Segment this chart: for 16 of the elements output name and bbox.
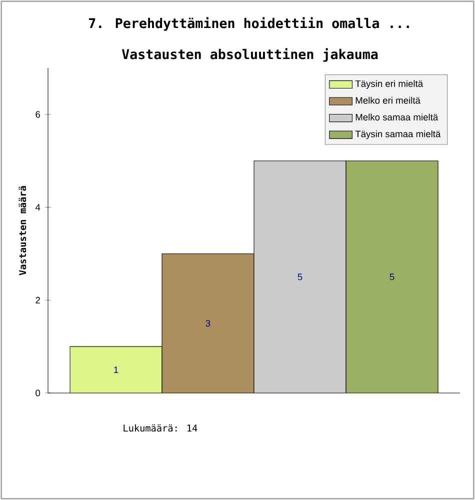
- data-label: 1: [114, 366, 118, 373]
- legend-label: Melko samaa mieltä: [356, 114, 438, 120]
- text: Lukumäärä: 14: [124, 424, 198, 432]
- y-tick-label: 4: [35, 204, 40, 210]
- legend-label: Melko eri meiltä: [356, 96, 420, 104]
- legend-label: Täysin samaa mieltä: [355, 130, 441, 140]
- chart-title: 7. Perehdyttäminen hoidettiin omalla ...: [88, 17, 409, 31]
- y-tick-label: 6: [36, 111, 40, 118]
- y-tick-label: 2: [36, 296, 40, 304]
- data-label: 5: [390, 274, 394, 280]
- data-label: 3: [206, 320, 210, 327]
- legend-label: Täysin eri mieltä: [355, 80, 424, 89]
- y-tick-label: 0: [36, 390, 40, 396]
- data-label: 5: [298, 274, 302, 280]
- y-axis-title: Vastausten määrä: [18, 186, 26, 276]
- chart-subtitle: Vastausten absoluuttinen jakauma: [122, 48, 378, 62]
